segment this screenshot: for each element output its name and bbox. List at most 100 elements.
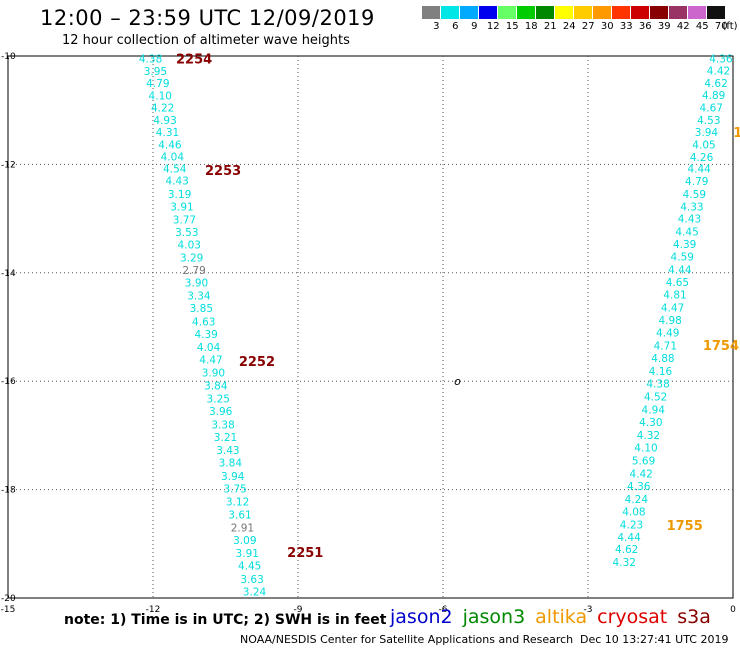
color-swatch [593,6,612,19]
lat-tick-label: -12 [1,160,16,170]
color-scale-label: 6 [452,21,459,32]
color-scale-label: 21 [543,21,557,32]
wave-height-label: 4.62 [615,544,638,556]
wave-height-label: 3.38 [211,420,234,432]
wave-height-label: 4.79 [685,176,708,188]
wave-height-label: 4.24 [625,494,649,506]
pass-time-label: 2251 [287,546,323,561]
wave-height-label: 4.44 [687,164,711,176]
wave-height-label: 3.09 [233,535,256,547]
lon-tick-label: -12 [146,605,161,615]
legend-cryosat: cryosat [597,606,668,628]
wave-height-label: 3.94 [221,471,245,483]
color-swatch [669,6,688,19]
wave-height-label: 4.05 [692,139,715,151]
wave-height-label: 3.43 [216,445,239,457]
wave-height-label: 4.52 [644,391,667,403]
color-swatch [460,6,479,19]
wave-height-label: 4.98 [658,315,681,327]
color-scale-label: 15 [505,21,519,32]
wave-height-label: 3.84 [204,381,228,393]
wave-height-label: 4.23 [620,519,643,531]
wave-height-label: 4.65 [666,277,689,289]
color-scale-label: 30 [600,21,614,32]
legend-jason2: jason2 [390,606,453,628]
wave-height-label: 3.29 [180,253,203,265]
wave-height-label: 4.39 [194,329,217,341]
wave-height-label: 4.08 [622,506,645,518]
wave-height-label: 3.53 [175,227,198,239]
lon-tick-label: -6 [439,605,448,615]
wave-height-label: 4.10 [634,442,657,454]
wave-height-label: 4.16 [649,366,673,378]
island-marker: o [454,375,461,388]
wave-height-label: 4.59 [671,252,694,264]
color-swatch [555,6,574,19]
wave-height-label: 4.46 [158,139,182,151]
pass-time-label: 1754 [703,339,739,354]
generated-timestamp: Dec 10 13:27:41 UTC 2019 [580,633,729,646]
satellite-legend: jason2 jason3 altika cryosat s3a [390,606,721,628]
color-swatch [517,6,536,19]
color-swatch [441,6,460,19]
wave-height-label: 4.44 [668,265,692,277]
color-swatch [650,6,669,19]
wave-height-label: 3.24 [243,586,267,598]
page-title: 12:00 – 23:59 UTC 12/09/2019 [40,6,375,30]
wave-height-label: 3.77 [173,215,196,227]
color-scale-label: 27 [581,21,595,32]
wave-height-label: 4.42 [629,468,652,480]
lat-tick-label: -18 [1,486,16,496]
wave-height-label: 4.04 [161,151,185,163]
lat-tick-label: -10 [1,52,16,62]
wave-height-label: 4.88 [651,353,674,365]
wave-height-label: 4.59 [683,189,706,201]
color-swatch [631,6,650,19]
wave-height-label: 5.69 [632,455,655,467]
wave-height-label: 3.85 [190,303,213,315]
lat-tick-label: -16 [1,377,16,387]
wave-height-label: 4.94 [642,404,666,416]
wave-height-label: 4.36 [709,54,733,66]
wave-height-label: 3.95 [144,66,167,78]
color-scale-label: 9 [471,21,478,32]
wave-height-label: 3.63 [240,574,263,586]
wave-height-label: 3.84 [219,458,243,470]
wave-height-label: 4.22 [151,102,174,114]
wave-height-label: 4.30 [639,417,662,429]
wave-height-label: 4.79 [146,78,169,90]
lon-tick-label: -15 [1,605,16,615]
wave-height-label: 4.32 [613,557,636,569]
color-swatch [688,6,707,19]
wave-height-label: 4.44 [617,532,641,544]
page-subtitle: 12 hour collection of altimeter wave hei… [62,33,350,48]
wave-height-label: 4.43 [678,214,701,226]
wave-height-label: 3.12 [226,497,249,509]
color-swatch [707,6,726,19]
color-swatch [612,6,631,19]
pass-time-label: 2252 [239,355,275,370]
color-scale [422,6,726,19]
legend-altika: altika [535,606,588,628]
wave-height-label: 3.21 [214,432,237,444]
wave-height-label: 2.91 [231,523,254,535]
wave-height-label: 4.47 [199,355,222,367]
wave-height-label: 4.45 [675,227,698,239]
color-scale-label: 39 [657,21,671,32]
pass-time-label: 1 [733,126,740,141]
wave-height-label: 3.91 [236,548,259,560]
credit-line: NOAA/NESDIS Center for Satellite Applica… [240,633,574,646]
wave-height-label: 4.38 [139,54,162,66]
wave-height-label: 4.43 [165,176,188,188]
color-scale-label: 12 [486,21,500,32]
color-swatch [536,6,555,19]
color-scale-label: 70 [714,21,728,32]
color-scale-label: 36 [638,21,652,32]
wave-height-label: 4.33 [680,202,703,214]
wave-height-label: 4.45 [238,560,261,572]
pass-time-label: 2254 [176,53,212,68]
wave-height-label: 4.04 [197,342,221,354]
color-swatch [479,6,498,19]
color-scale-label: 42 [676,21,690,32]
